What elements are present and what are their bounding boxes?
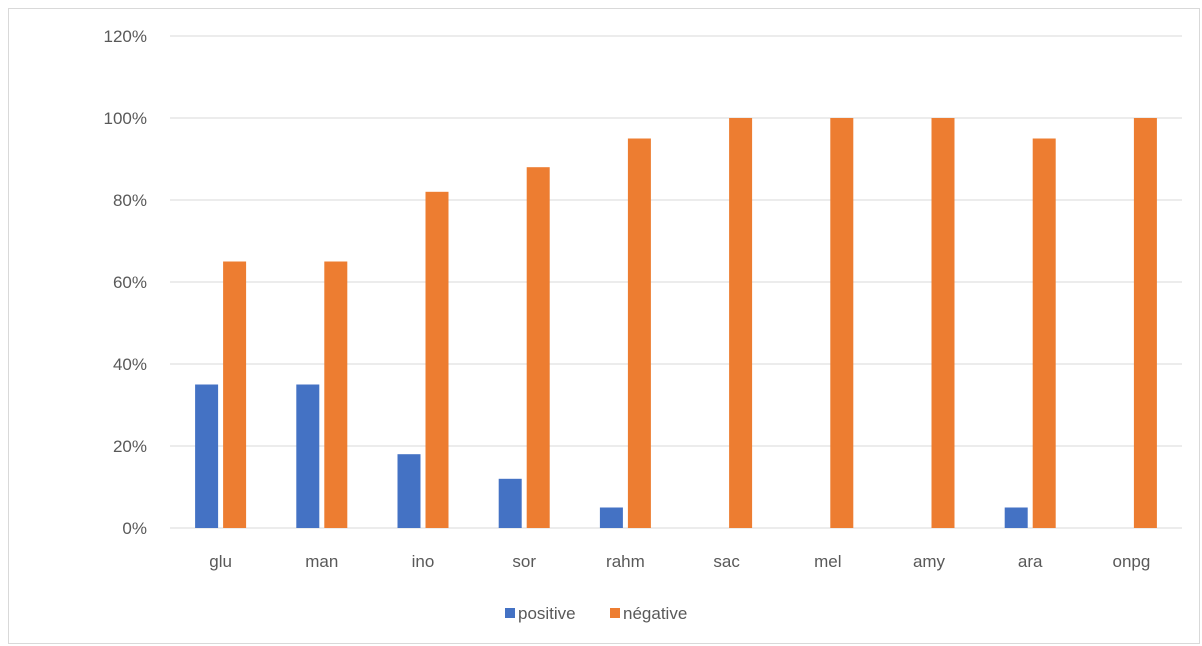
x-tick-label: glu	[209, 552, 232, 571]
bar-negative-rahm	[627, 138, 651, 528]
bar-negative-amy	[931, 118, 955, 528]
bar-negative-sac	[729, 118, 753, 528]
x-tick-label: sor	[512, 552, 536, 571]
x-tick-label: ara	[1018, 552, 1043, 571]
y-tick-label: 40%	[113, 355, 147, 374]
bar-negative-man	[324, 261, 348, 528]
legend-swatch-negative	[610, 608, 620, 618]
legend-label-negative: négative	[623, 604, 687, 623]
bar-positive-glu	[195, 384, 219, 528]
y-tick-label: 80%	[113, 191, 147, 210]
bar-positive-sor	[498, 478, 522, 528]
y-tick-label: 120%	[104, 27, 147, 46]
bar-positive-man	[296, 384, 320, 528]
bars	[195, 118, 1157, 529]
y-tick-label: 0%	[122, 519, 147, 538]
bar-negative-ara	[1032, 138, 1056, 528]
y-axis-tick-labels: 0% 20% 40% 60% 80% 100% 120%	[104, 27, 147, 538]
x-axis-tick-labels: glu man ino sor rahm sac mel amy ara onpg	[209, 552, 1150, 571]
legend-swatch-positive	[505, 608, 515, 618]
y-tick-label: 60%	[113, 273, 147, 292]
gridlines	[170, 35, 1182, 529]
bar-negative-onpg	[1133, 118, 1157, 528]
bar-positive-ino	[397, 454, 421, 528]
x-tick-label: onpg	[1112, 552, 1150, 571]
bar-negative-glu	[223, 261, 247, 528]
x-tick-label: man	[305, 552, 338, 571]
chart-frame	[8, 8, 1200, 644]
x-tick-label: rahm	[606, 552, 645, 571]
y-tick-label: 100%	[104, 109, 147, 128]
bar-negative-mel	[830, 118, 854, 528]
bar-positive-ara	[1004, 507, 1028, 528]
bar-negative-sor	[526, 167, 550, 528]
x-tick-label: mel	[814, 552, 841, 571]
y-tick-label: 20%	[113, 437, 147, 456]
bar-positive-rahm	[599, 507, 623, 528]
x-tick-label: sac	[713, 552, 740, 571]
x-tick-label: ino	[412, 552, 435, 571]
bar-negative-ino	[425, 191, 449, 529]
x-tick-label: amy	[913, 552, 946, 571]
legend: positive négative	[505, 604, 687, 623]
legend-label-positive: positive	[518, 604, 576, 623]
